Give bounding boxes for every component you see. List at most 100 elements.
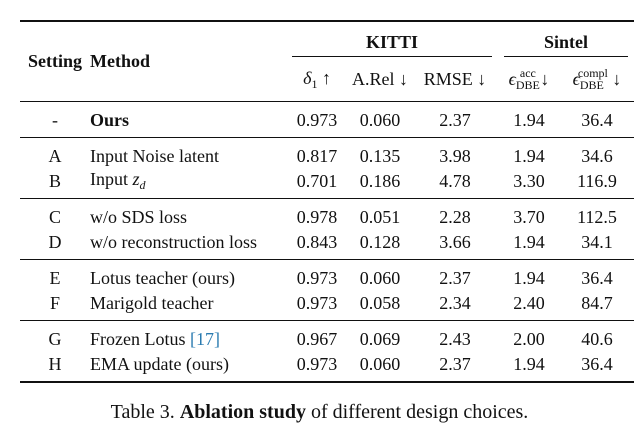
table-row: A Input Noise latent 0.817 0.135 3.98 1.94 34.… — [20, 137, 634, 169]
method-label: w/o reconstruction loss — [90, 231, 257, 252]
cell-delta1: 0.973 — [296, 292, 338, 313]
cell-method: Marigold teacher — [90, 291, 286, 321]
cell-rmse: 2.34 — [439, 292, 471, 313]
method-label: Lotus teacher (ours) — [90, 267, 235, 288]
cell-dbe-acc: 3.30 — [513, 170, 545, 191]
cell-dbe-acc: 1.94 — [513, 109, 545, 130]
cell-delta1: 0.973 — [296, 109, 338, 130]
table-row: G Frozen Lotus [17] 0.967 0.069 2.43 2.00 40.6 — [20, 320, 634, 352]
cell-dbe-acc: 1.94 — [513, 145, 545, 166]
cell-arel: 0.058 — [359, 292, 401, 313]
cell-rmse: 4.78 — [439, 170, 471, 191]
method-label: Input Noise latent — [90, 145, 219, 166]
cell-dbe-compl: 116.9 — [577, 170, 617, 191]
table-row: H EMA update (ours) 0.973 0.060 2.37 1.94 36.4 — [20, 352, 634, 382]
caption-bold: Ablation study — [179, 401, 306, 423]
caption-rest: of different design choices. — [310, 401, 529, 423]
cell-dbe-compl: 40.6 — [581, 328, 613, 349]
cell-method: Input zd — [90, 169, 286, 199]
cell-dbe-compl: 36.4 — [581, 109, 613, 130]
cell-rmse: 2.43 — [439, 328, 471, 349]
cell-delta1: 0.701 — [296, 170, 338, 191]
method-label: EMA update (ours) — [90, 353, 229, 374]
cell-method: Lotus teacher (ours) — [90, 259, 286, 291]
cell-dbe-acc: 2.00 — [513, 328, 545, 349]
ablation-table: Setting Method KITTI Sintel δ1 ↑ A.Rel ↓… — [20, 20, 634, 383]
header-dbe-compl: ϵDBEcompl ↓ — [572, 66, 622, 93]
cell-arel: 0.060 — [359, 267, 401, 288]
cell-setting: G — [48, 328, 62, 349]
method-label: Frozen Lotus — [90, 328, 186, 349]
header-delta1: δ1 ↑ — [303, 67, 331, 91]
cell-delta1: 0.817 — [296, 145, 338, 166]
header-dbe-acc: ϵDBEacc ↓ — [508, 66, 550, 93]
cell-rmse: 2.28 — [439, 206, 471, 227]
header-sintel: Sintel — [498, 21, 634, 59]
cell-dbe-compl: 112.5 — [577, 206, 617, 227]
table-caption: Table 3. Ablation study of different des… — [0, 401, 639, 424]
cell-dbe-acc: 1.94 — [513, 267, 545, 288]
cell-delta1: 0.973 — [296, 267, 338, 288]
cell-setting: D — [48, 231, 62, 252]
method-label: Ours — [90, 109, 130, 130]
cell-dbe-compl: 34.6 — [581, 145, 613, 166]
cell-rmse: 3.66 — [439, 231, 471, 252]
cell-delta1: 0.843 — [296, 231, 338, 252]
cell-dbe-compl: 36.4 — [581, 267, 613, 288]
cell-setting: H — [48, 353, 62, 374]
cell-method: w/o SDS loss — [90, 198, 286, 230]
cell-rmse: 2.37 — [439, 267, 471, 288]
cell-method: Frozen Lotus [17] — [90, 320, 286, 352]
cell-rmse: 3.98 — [439, 145, 471, 166]
cell-setting: B — [48, 170, 61, 191]
method-variable: zd — [132, 169, 146, 192]
cell-arel: 0.135 — [359, 145, 401, 166]
cell-arel: 0.069 — [359, 328, 401, 349]
header-method: Method — [90, 50, 150, 71]
method-label: w/o SDS loss — [90, 206, 188, 227]
cell-method: Input Noise latent — [90, 137, 286, 169]
citation-link[interactable]: [17] — [189, 328, 220, 349]
cell-setting: - — [52, 109, 58, 130]
cell-arel: 0.060 — [359, 109, 401, 130]
cell-delta1: 0.967 — [296, 328, 338, 349]
cell-method: w/o reconstruction loss — [90, 230, 286, 260]
header-setting: Setting — [28, 50, 82, 71]
cell-arel: 0.128 — [359, 231, 401, 252]
table-row: - Ours 0.973 0.060 2.37 1.94 36.4 — [20, 101, 634, 137]
cell-delta1: 0.978 — [296, 206, 338, 227]
cell-dbe-acc: 3.70 — [513, 206, 545, 227]
cell-rmse: 2.37 — [439, 353, 471, 374]
method-label: Input — [90, 169, 128, 189]
header-rmse: RMSE ↓ — [423, 69, 487, 90]
table-row: F Marigold teacher 0.973 0.058 2.34 2.40 84.7 — [20, 291, 634, 321]
cell-setting: A — [48, 145, 62, 166]
cell-arel: 0.051 — [359, 206, 401, 227]
header-kitti-label: KITTI — [365, 32, 419, 52]
cell-dbe-acc: 1.94 — [513, 353, 545, 374]
table-row: E Lotus teacher (ours) 0.973 0.060 2.37 1.94 3… — [20, 259, 634, 291]
table-row: B Input zd 0.701 0.186 4.78 3.30 116.9 — [20, 169, 634, 199]
cell-delta1: 0.973 — [296, 353, 338, 374]
cell-setting: F — [49, 292, 60, 313]
caption-prefix: Table 3. — [110, 401, 175, 423]
cell-arel: 0.060 — [359, 353, 401, 374]
cell-rmse: 2.37 — [439, 109, 471, 130]
cell-dbe-acc: 1.94 — [513, 231, 545, 252]
header-arel: A.Rel ↓ — [352, 69, 408, 90]
cell-dbe-compl: 34.1 — [581, 231, 613, 252]
cell-dbe-compl: 36.4 — [581, 353, 613, 374]
cell-method: Ours — [90, 101, 286, 137]
header-sintel-label: Sintel — [543, 32, 588, 52]
cell-arel: 0.186 — [359, 170, 401, 191]
cell-dbe-acc: 2.40 — [513, 292, 545, 313]
cell-setting: E — [49, 267, 61, 288]
cell-dbe-compl: 84.7 — [581, 292, 613, 313]
cell-setting: C — [48, 206, 61, 227]
cell-method: EMA update (ours) — [90, 352, 286, 382]
header-kitti: KITTI — [286, 21, 498, 59]
method-label: Marigold teacher — [90, 292, 214, 313]
